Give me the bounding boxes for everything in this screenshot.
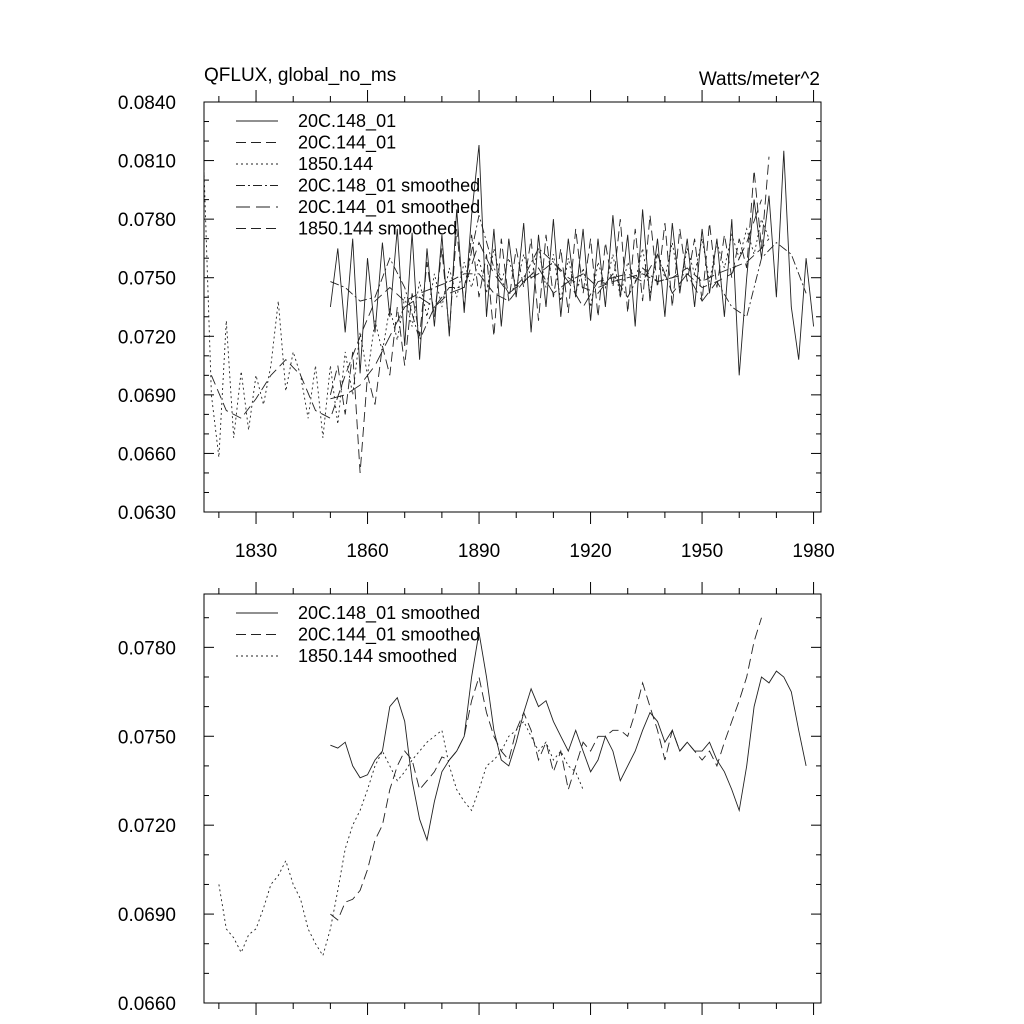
y-tick-label: 0.0780 [118, 638, 176, 659]
y-tick-label: 0.0840 [118, 93, 176, 114]
series-line-20c-148-01-smoothed [330, 632, 807, 842]
y-tick-label: 0.0690 [118, 386, 176, 407]
plot-frame [203, 101, 822, 513]
y-tick-label: 0.0750 [118, 269, 176, 290]
chart-units-label: Watts/meter^2 [698, 69, 820, 90]
series-line-20c-148-01-smoothed [330, 215, 807, 342]
series-line-20c-144-01 [329, 156, 770, 474]
y-tick-label: 0.0660 [118, 994, 176, 1015]
y-tick-label: 0.0630 [118, 503, 176, 524]
x-tick-label: 1980 [792, 541, 834, 562]
x-tick-label: 1950 [681, 541, 723, 562]
bottom-panel: 0.0660 0.0690 0.0720 0.0750 0.0780 20C.148_01… [118, 582, 822, 1015]
series-line-1850-144-smoothed [218, 720, 584, 957]
series-line-1850-144-smoothed [210, 238, 770, 419]
legend-entry: 1850.144 [298, 154, 373, 174]
plot-frame [203, 593, 822, 1004]
y-tick-label: 0.0720 [118, 327, 176, 348]
legend-entry: 20C.148_01 smoothed [298, 603, 480, 624]
x-tick-label: 1920 [569, 541, 611, 562]
legend-entry: 20C.144_01 smoothed [298, 625, 480, 646]
chart-title: QFLUX, global_no_ms [204, 65, 397, 86]
series-line-20c-144-01-smoothed [330, 617, 762, 921]
y-tick-label: 0.0810 [118, 152, 176, 173]
legend-entry: 1850.144 smoothed [298, 219, 457, 239]
legend-entry: 20C.148_01 smoothed [298, 176, 480, 197]
y-tick-label: 0.0720 [118, 816, 176, 837]
y-tick-label: 0.0690 [118, 905, 176, 926]
top-panel: 1830 1860 1890 1920 1950 1980 0.0630 0.0660 0.06… [118, 90, 835, 562]
x-tick-label: 1860 [346, 541, 388, 562]
y-tick-label: 0.0750 [118, 727, 176, 748]
legend-entry: 20C.148_01 [298, 111, 396, 132]
x-tick-label: 1890 [458, 541, 500, 562]
legend-entry: 20C.144_01 [298, 133, 396, 154]
legend-entry: 20C.144_01 smoothed [298, 197, 480, 218]
x-tick-label: 1830 [235, 541, 277, 562]
legend-entry: 1850.144 smoothed [298, 646, 457, 666]
y-tick-label: 0.0780 [118, 210, 176, 231]
y-tick-label: 0.0660 [118, 444, 176, 465]
